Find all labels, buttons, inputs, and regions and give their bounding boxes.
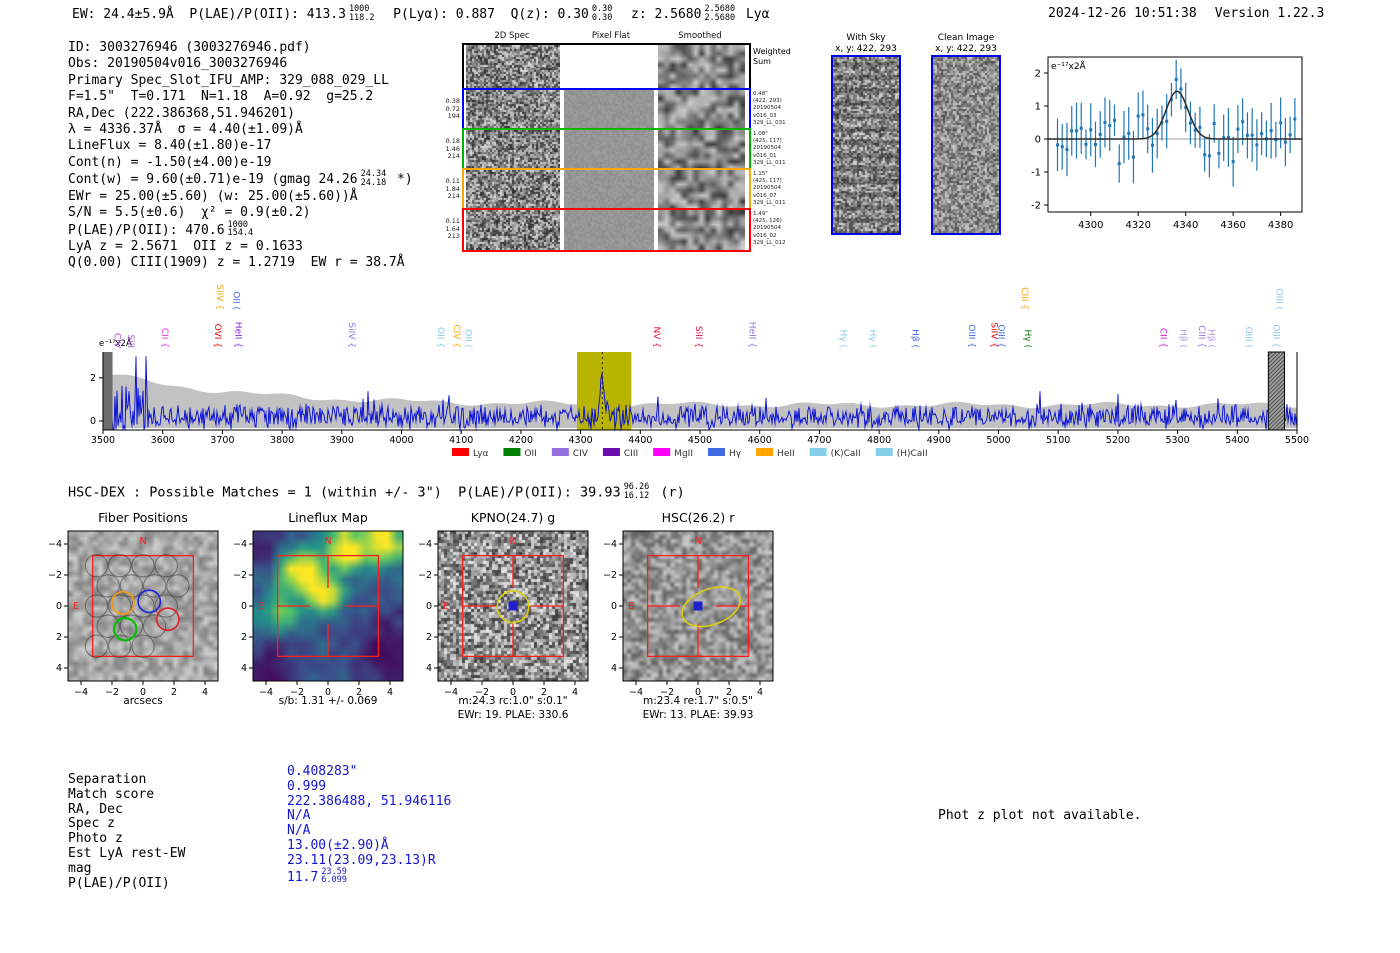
lineflux-map-panel [227, 528, 411, 698]
2dspec-row-weights: 0.11 1.64 213 [445, 217, 460, 240]
match-row-label: Spec z [68, 816, 115, 832]
info-line: Primary Spec_Slot_IFU_AMP: 329_088_029_L… [68, 72, 389, 88]
2dspec-row-meta: 1.49" (425, 126) 20190504 v016_02 329_LL_012 [753, 211, 786, 246]
stacked-confidence-interval: 1000 154.4 [227, 219, 254, 239]
match-row-value: N/A [287, 808, 311, 824]
catalog-match-header: HSC-DEX : Possible Matches = 1 (within +… [68, 482, 685, 501]
pixelflat-column-header: Pixel Flat [591, 31, 631, 41]
info-line: RA,Dec (222.386368,51.946201) [68, 105, 295, 121]
2dspec-row-weights: 0.11 1.84 214 [445, 177, 460, 200]
clean-image-title: Clean Image x, y: 422, 293 [926, 33, 1006, 55]
stacked-confidence-interval: 2.5680 2.5680 [704, 4, 736, 23]
info-line: Cont(w) = 9.60(±0.71)e-19 (gmag 24.26 24.… [68, 169, 413, 188]
kpno-caption-1: m:24.3 rc:1.0" s:0.1" [458, 695, 568, 707]
info-line: Q(0.00) CIII(1909) z = 1.2719 EW r = 38.… [68, 255, 405, 271]
2dspec-row [462, 128, 751, 172]
2dspec-row [462, 208, 751, 252]
2dspec-row-meta: 0.48" (422, 293) 20190504 v016_03 329_LL_031 [753, 91, 786, 126]
kpno-caption-2: EWr: 19. PLAE: 330.6 [457, 709, 569, 721]
detection-info-block: ID: 3003276946 (3003276946.pdf) Obs: 2019… [68, 40, 413, 272]
clean-image-title-text: Clean Image [937, 33, 995, 43]
with-sky-noise [833, 57, 899, 233]
info-line: F=1.5" T=0.171 N=1.18 A=0.92 g=25.2 [68, 89, 374, 105]
info-line: P(LAE)/P(OII): 470.6 1000 154.4 [68, 219, 254, 239]
info-line: Obs: 20190504v016_3003276946 [68, 56, 288, 72]
match-row-value: 13.00(±2.90)Å [287, 837, 389, 853]
kpno-cutout-title: KPNO(24.7) g [470, 510, 556, 525]
info-line: Cont(n) = -1.50(±4.00)e-19 [68, 154, 272, 170]
2dspec-column-header: 2D Spec [494, 31, 530, 41]
match-table-values: 0.408283" 0.999 222.386488, 51.946116 N/A N/… [287, 764, 452, 886]
clean-image [931, 55, 1001, 235]
info-line: λ = 4336.37Å σ = 4.40(±1.09)Å [68, 122, 303, 138]
match-row-value: 222.386488, 51.946116 [287, 793, 452, 809]
stacked-confidence-interval: 24.34 24.18 [360, 169, 387, 188]
info-line: LineFlux = 8.40(±1.80)e-17 [68, 138, 272, 154]
2dspec-row-weights: 0.38 0.72 194 [445, 97, 460, 120]
match-row-value: 0.408283" [287, 764, 358, 779]
stacked-confidence-interval: 1000 118.2 [348, 4, 375, 23]
match-row-value: 23.11(23.09,23.13)R [287, 852, 436, 868]
info-line: EWr = 25.00(±5.60) (w: 25.00(±5.60))Å [68, 188, 358, 204]
match-table-labels: Separation Match score RA, Dec Spec z Photo … [68, 772, 186, 891]
timestamp-text: 2024-12-26 10:51:38 [1048, 6, 1197, 21]
stacked-confidence-interval: 96.26 16.12 [623, 482, 650, 501]
match-row-label: Est LyA rest-EW [68, 845, 186, 861]
match-row-value: 0.999 [287, 778, 327, 794]
lineflux-map-title: Lineflux Map [288, 510, 368, 525]
with-sky-title: With Sky x, y: 422, 293 [826, 33, 906, 55]
with-sky-coords: x, y: 422, 293 [835, 44, 897, 54]
hsc-cutout-panel [597, 528, 781, 698]
report-timestamp: 2024-12-26 10:51:38 Version 1.22.3 [1048, 6, 1324, 21]
match-row-value: 11.7 23.59 6.099 [287, 866, 347, 886]
2dspec-row-meta: 1.08" (425, 117) 20190504 v016_01 329_LL_011 [753, 131, 786, 166]
fiber-positions-panel [42, 528, 226, 698]
2dspec-row-meta: 1.15" (425, 117) 20190504 v016_07 329_LL_011 [753, 171, 786, 206]
hsc-caption-2: EWr: 13. PLAE: 39.93 [642, 709, 754, 721]
clean-image-coords: x, y: 422, 293 [935, 44, 997, 54]
info-line: LyA z = 2.5671 OII z = 0.1633 [68, 239, 303, 255]
smoothed-column-header: Smoothed [678, 31, 722, 41]
2dspec-row [462, 88, 751, 132]
stacked-confidence-interval: 0.30 0.30 [591, 4, 613, 23]
lineflux-caption: s/b: 1.31 +/- 0.069 [278, 695, 378, 707]
version-text: Version 1.22.3 [1214, 6, 1325, 21]
2dspec-row-weights: 0.18 1.46 214 [445, 137, 460, 160]
match-row-label: mag [68, 860, 92, 876]
2dspec-row [462, 43, 751, 92]
info-line: ID: 3003276946 (3003276946.pdf) [68, 40, 311, 55]
photz-note: Phot z plot not available. [938, 808, 1142, 823]
match-row-label: Photo z [68, 831, 123, 847]
stacked-confidence-interval: 23.59 6.099 [321, 866, 347, 886]
clean-image-noise [933, 57, 999, 233]
fiber-xaxis-label: arcsecs [123, 695, 163, 707]
match-row-label: Separation [68, 772, 147, 787]
with-sky-title-text: With Sky [846, 33, 886, 43]
with-sky-image [831, 55, 901, 235]
info-line: S/N = 5.5(±0.6) χ² = 0.9(±0.2) [68, 205, 311, 221]
match-row-value: N/A [287, 823, 311, 839]
hsc-caption-1: m:23.4 re:1.7" s:0.5" [643, 695, 753, 707]
2dspec-weighted-sum-label: Weighted Sum [753, 47, 791, 66]
2dspec-row [462, 168, 751, 212]
match-row-label: P(LAE)/P(OII) [68, 875, 170, 891]
full-spectrum-plot [85, 280, 1310, 465]
hsc-cutout-title: HSC(26.2) r [661, 510, 735, 525]
match-row-label: Match score [68, 786, 155, 802]
fiber-positions-title: Fiber Positions [98, 510, 188, 525]
summary-header: EW: 24.4±5.9Å P(LAE)/P(OII): 413.3 1000 11… [72, 4, 770, 23]
line-fit-zoom-plot [1030, 48, 1320, 233]
match-row-label: RA, Dec [68, 801, 123, 817]
kpno-cutout-panel [412, 528, 596, 698]
